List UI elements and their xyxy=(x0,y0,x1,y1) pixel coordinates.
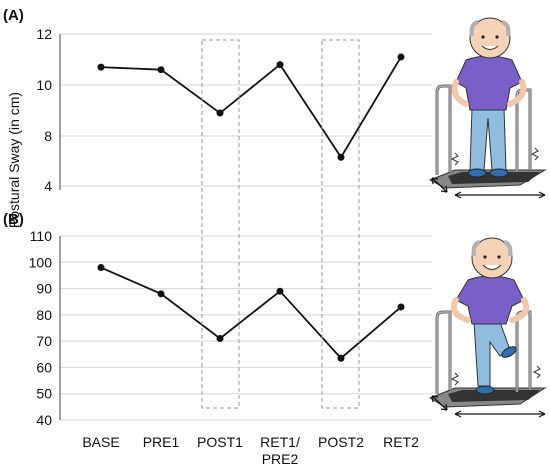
post1-highlight-box xyxy=(201,39,240,409)
x-tick-label: BASE xyxy=(82,434,119,450)
panel-a-data-point xyxy=(97,63,105,71)
x-tick-label: RET2 xyxy=(383,434,419,450)
panel-b-series-line xyxy=(100,266,402,360)
panel-a: (A) 4 8 10 12 xyxy=(3,7,432,194)
x-tick-label: POST1 xyxy=(197,434,243,450)
panel-b-y-tick-label: 110 xyxy=(30,228,53,244)
panel-b-data-point xyxy=(157,290,165,298)
panel-b-y-tick-label: 40 xyxy=(36,412,52,428)
panel-b-y-tick-label: 50 xyxy=(36,386,52,402)
panel-b-y-tick-label: 90 xyxy=(36,281,52,297)
panel-a-series xyxy=(97,53,405,161)
panel-a-label: (A) xyxy=(3,7,24,24)
panel-a-data-point xyxy=(157,66,165,74)
panel-a-y-tick-label: 4 xyxy=(44,178,52,194)
panel-b-y-ticks: 40 50 60 70 80 90 100 110 xyxy=(29,228,53,428)
panel-b-grid xyxy=(60,235,432,421)
y-axis-label: Postural Sway (in cm) xyxy=(6,92,22,228)
x-tick-label: PRE1 xyxy=(143,434,180,450)
elderly-man-standing-on-balance-platform-icon xyxy=(428,17,547,199)
panel-b-data-point xyxy=(276,287,284,295)
panel-a-y-ticks: 4 8 10 12 xyxy=(36,26,52,194)
panel-b-y-tick-label: 60 xyxy=(36,359,52,375)
panel-b-data-point xyxy=(337,354,345,362)
panel-b-series xyxy=(97,264,405,362)
panel-a-data-point xyxy=(216,109,224,117)
panel-a-y-tick-label: 8 xyxy=(44,128,52,144)
x-tick-label: RET1/PRE2 xyxy=(260,434,300,467)
elderly-man-stepping-on-balance-platform-icon xyxy=(428,237,547,418)
panel-b-data-point xyxy=(216,335,224,343)
x-tick-labels: BASE PRE1 POST1 RET1/PRE2 POST2 RET2 xyxy=(82,434,419,467)
panel-b-data-point xyxy=(397,303,405,311)
panel-a-y-tick-label: 10 xyxy=(36,77,52,93)
panel-a-series-line xyxy=(100,56,402,159)
panel-b-y-tick-label: 80 xyxy=(36,307,52,323)
x-tick-label: POST2 xyxy=(318,434,364,450)
panel-b-y-tick-label: 70 xyxy=(36,333,52,349)
panel-b-y-tick-label: 100 xyxy=(29,254,53,270)
panel-a-data-point xyxy=(397,53,405,61)
panel-b-data-point xyxy=(97,264,105,272)
panel-b: (B) 40 50 60 70 80 90 100 110 xyxy=(3,211,432,428)
panel-b-label: (B) xyxy=(3,211,24,228)
post2-highlight-box xyxy=(321,39,360,409)
panel-a-data-point xyxy=(276,61,284,69)
panel-a-y-tick-label: 12 xyxy=(36,26,52,42)
panel-a-grid xyxy=(60,33,432,187)
panel-a-data-point xyxy=(337,153,345,161)
